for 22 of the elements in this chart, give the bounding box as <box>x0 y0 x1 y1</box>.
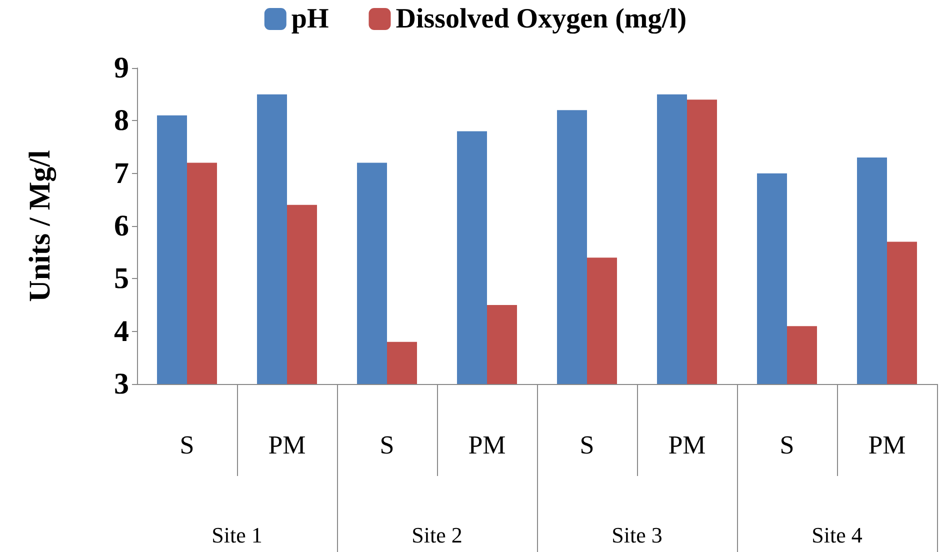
x-tick-label: PM <box>868 430 906 460</box>
x-tick-label: PM <box>668 430 706 460</box>
text: Site 1 <box>212 522 262 548</box>
legend-label: pH <box>291 4 329 34</box>
x-tick-label: S <box>580 430 594 460</box>
legend-label: Dissolved Oxygen (mg/l) <box>396 4 687 34</box>
y-tick-label: 5 <box>114 262 129 296</box>
y-tick-label: 7 <box>114 156 129 190</box>
x-tick-label: S <box>180 430 194 460</box>
x-tick-label: PM <box>268 430 306 460</box>
y-axis-title: Units / Mg/l <box>24 150 56 302</box>
y-tick-label: 6 <box>114 210 129 242</box>
y-tick-label: 4 <box>114 314 129 348</box>
text: Site 4 <box>812 522 862 548</box>
x-tick-label: PM <box>468 430 506 460</box>
x-tick-label: S <box>780 430 794 460</box>
text: Site 3 <box>612 522 662 548</box>
y-tick-label: 3 <box>114 368 129 400</box>
x-tick-label: S <box>380 430 394 460</box>
y-tick-label: 8 <box>114 104 129 138</box>
y-tick-label: 9 <box>114 52 129 84</box>
text: Site 2 <box>412 522 462 548</box>
